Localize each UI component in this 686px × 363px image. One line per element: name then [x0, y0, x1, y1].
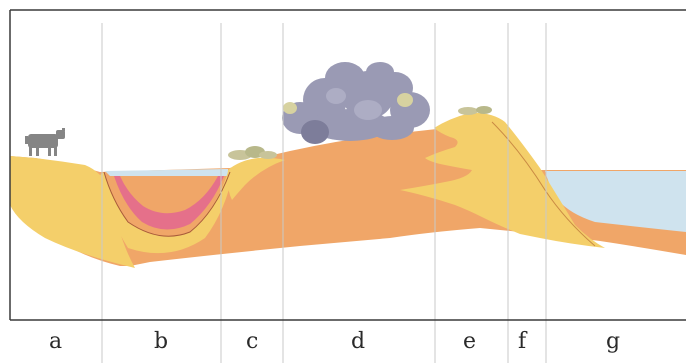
- slope-yellow-soil: [227, 157, 285, 200]
- shrub-icon: [228, 146, 277, 160]
- zone-dividers: [101, 23, 547, 363]
- basin-outline: [103, 171, 231, 237]
- dune-shrub-icon: [458, 106, 492, 115]
- left-lake-water: [105, 169, 228, 176]
- pink-sediment: [114, 176, 224, 230]
- cow-icon: [25, 128, 65, 156]
- basin-yellow-rim: [100, 172, 233, 254]
- zone-label-e: e: [463, 329, 476, 354]
- frame: [9, 9, 686, 321]
- zone-label-a: a: [49, 329, 62, 354]
- right-lake-water: [545, 171, 686, 232]
- zone-label-f: f: [518, 329, 528, 354]
- zone-label-g: g: [606, 329, 620, 354]
- zone-label-c: c: [246, 329, 258, 354]
- zone-label-b: b: [154, 329, 168, 354]
- zone-label-d: d: [351, 329, 365, 354]
- tree-cluster-icon: [282, 62, 430, 144]
- dune-yellow-sand: [400, 112, 605, 248]
